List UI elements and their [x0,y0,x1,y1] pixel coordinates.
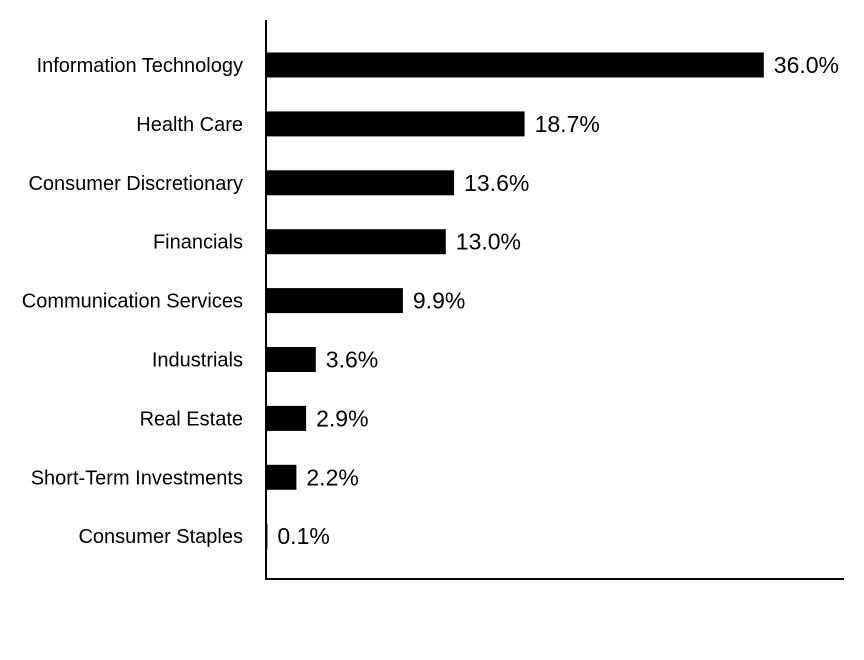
value-label: 3.6% [326,347,378,373]
category-label: Information Technology [37,55,243,77]
category-label: Financials [153,232,243,254]
category-label: Consumer Discretionary [28,173,243,195]
category-labels-group: Information Technology Health Care Consume… [22,55,243,548]
bar [266,288,403,314]
bars-group [266,52,764,549]
category-label: Health Care [136,114,243,136]
value-label: 36.0% [774,52,839,78]
category-label: Real Estate [140,408,243,430]
value-label: 9.9% [413,288,465,314]
value-labels-group: 36.0% 18.7% 13.6% 13.0% 9.9% 3.6% 2.9% 2.2% 0.1% [277,52,839,549]
category-label: Short-Term Investments [31,467,243,489]
value-label: 2.2% [306,464,358,490]
category-label: Consumer Staples [78,526,243,548]
bar [266,405,307,431]
value-label: 18.7% [535,111,600,137]
value-label: 2.9% [316,405,368,431]
bar [266,111,525,137]
value-label: 0.1% [277,523,329,549]
category-label: Communication Services [22,291,243,313]
bar [266,347,316,372]
value-label: 13.0% [456,229,521,255]
category-label: Industrials [152,350,243,372]
bar [266,464,297,490]
bar [266,52,764,78]
value-label: 13.6% [464,170,529,196]
bar [266,229,446,255]
bar [266,170,455,196]
